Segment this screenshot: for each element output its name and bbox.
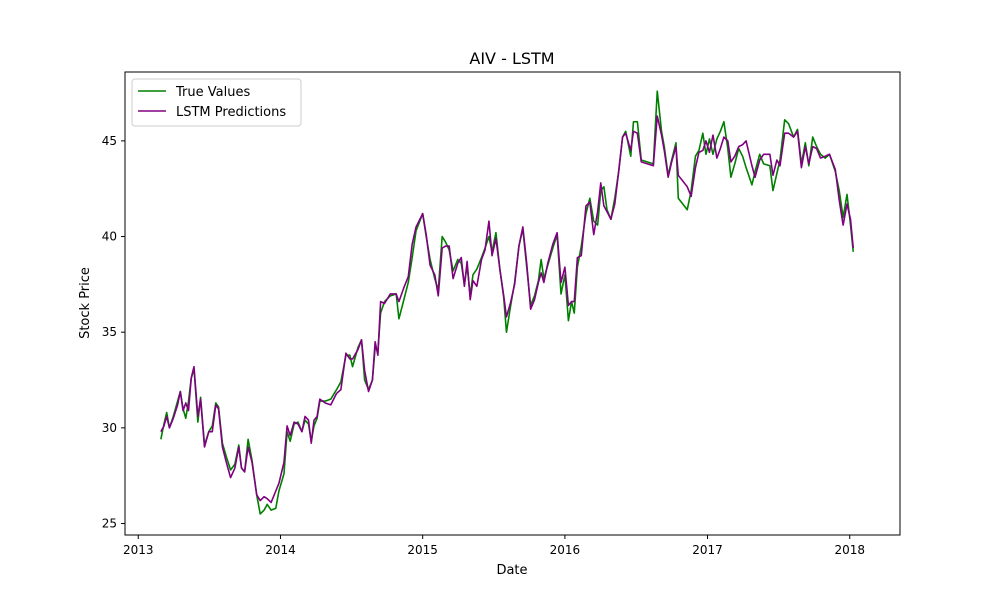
x-tick-label: 2015: [407, 543, 438, 557]
x-axis-ticks: 2013 2014 2015 2016 2017 2018: [123, 535, 865, 557]
y-tick-label: 30: [102, 421, 117, 435]
y-tick-label: 45: [102, 134, 117, 148]
y-tick-label: 25: [102, 517, 117, 531]
legend: True Values LSTM Predictions: [131, 78, 302, 127]
x-tick-label: 2017: [692, 543, 723, 557]
legend-box: [131, 78, 302, 127]
x-axis-label: Date: [496, 563, 527, 578]
x-tick-label: 2013: [123, 543, 154, 557]
y-tick-label: 35: [102, 325, 117, 339]
x-tick-label: 2016: [550, 543, 581, 557]
y-axis-label: Stock Price: [78, 267, 93, 339]
plot-area-frame: [124, 71, 901, 536]
series-line-lstm-predictions: [160, 115, 855, 504]
y-tick-label: 40: [102, 230, 117, 244]
x-tick-label: 2018: [834, 543, 865, 557]
y-axis-ticks: 25 30 35 40 45: [102, 134, 125, 531]
legend-label-true-values: True Values: [175, 85, 250, 100]
legend-label-lstm-predictions: LSTM Predictions: [176, 105, 286, 120]
x-tick-label: 2014: [265, 543, 296, 557]
series-lines: [160, 90, 855, 515]
series-line-true-values: [160, 90, 855, 515]
chart-title: AIV - LSTM: [469, 49, 554, 68]
